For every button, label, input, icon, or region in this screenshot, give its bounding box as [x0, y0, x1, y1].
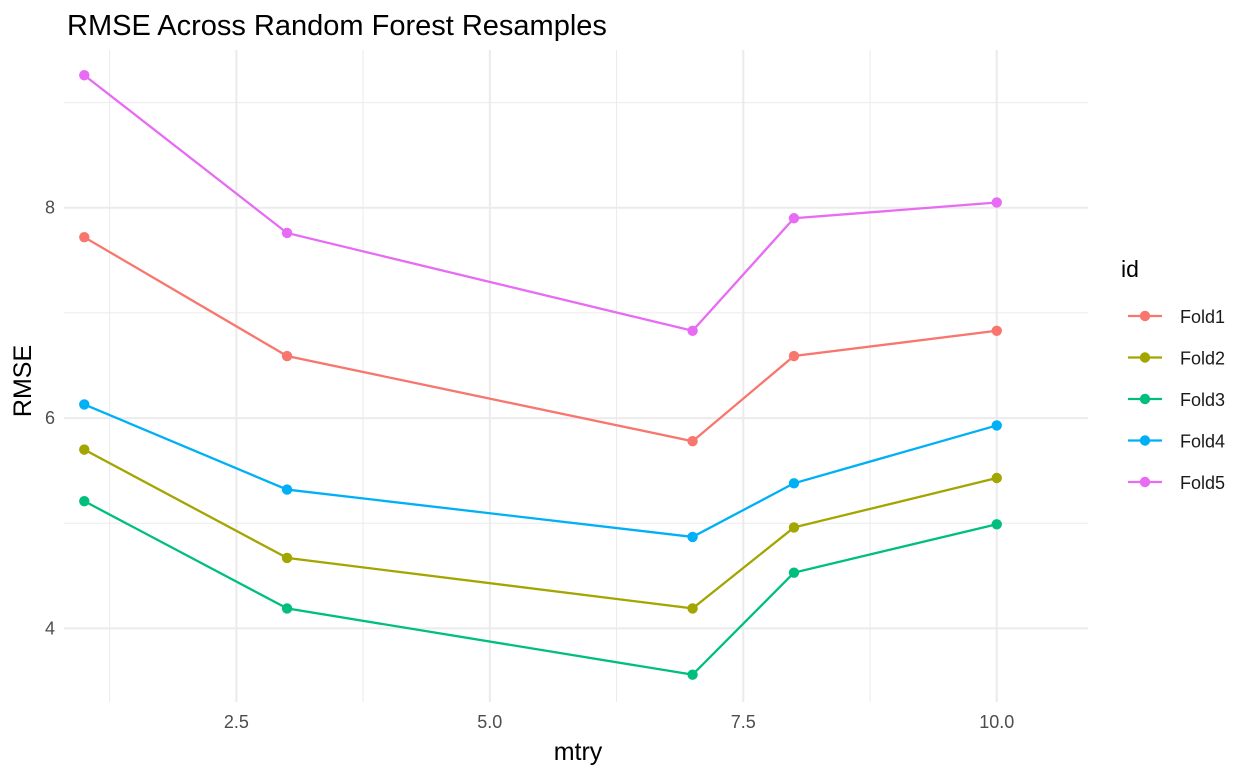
series-layer — [79, 70, 1002, 680]
legend-key-point — [1139, 435, 1151, 446]
legend-item-fold4: Fold4 — [1128, 432, 1225, 452]
series-line — [83, 500, 998, 676]
data-point — [687, 531, 698, 543]
legend: id Fold1 Fold2 Fold3 Fold4 Fold5 — [1121, 256, 1225, 493]
x-axis-title: mtry — [554, 738, 603, 766]
legend-key-point — [1139, 476, 1151, 488]
chart-title: RMSE Across Random Forest Resamples — [67, 10, 607, 42]
data-point — [788, 213, 800, 224]
data-point — [281, 350, 293, 362]
data-point — [991, 420, 1002, 431]
data-point — [788, 350, 800, 362]
legend-item-fold3: Fold3 — [1128, 390, 1225, 410]
legend-label: Fold5 — [1180, 473, 1225, 493]
series-fold2 — [79, 444, 1002, 614]
data-point — [788, 478, 800, 489]
data-point — [788, 522, 800, 533]
data-point — [281, 552, 293, 564]
y-tick-label: 6 — [45, 408, 55, 428]
data-point — [788, 567, 800, 578]
y-tick-labels: 4 6 8 — [45, 198, 55, 639]
data-point — [991, 519, 1002, 530]
data-point — [79, 444, 90, 455]
major-gridlines — [64, 50, 1088, 702]
x-tick-label: 10.0 — [979, 712, 1014, 732]
legend-label: Fold4 — [1180, 432, 1225, 452]
x-tick-label: 7.5 — [731, 712, 756, 732]
legend-label: Fold3 — [1180, 390, 1225, 410]
y-tick-label: 8 — [45, 198, 55, 218]
series-fold3 — [79, 495, 1002, 680]
data-point — [79, 495, 90, 507]
data-point — [687, 436, 698, 447]
y-tick-label: 4 — [45, 618, 55, 638]
data-point — [79, 399, 90, 410]
legend-item-fold5: Fold5 — [1128, 473, 1225, 493]
x-tick-label: 5.0 — [477, 712, 502, 732]
legend-key-point — [1139, 352, 1151, 363]
legend-label: Fold1 — [1180, 307, 1225, 327]
data-point — [281, 603, 293, 614]
legend-title: id — [1121, 256, 1139, 282]
legend-key-point — [1139, 310, 1151, 322]
data-point — [281, 227, 293, 239]
x-tick-label: 2.5 — [224, 712, 249, 732]
data-point — [79, 231, 90, 243]
legend-item-fold1: Fold1 — [1128, 307, 1225, 327]
legend-label: Fold2 — [1180, 349, 1225, 369]
x-tick-labels: 2.5 5.0 7.5 10.0 — [224, 712, 1014, 732]
data-point — [687, 325, 698, 336]
data-point — [687, 603, 698, 614]
data-point — [281, 484, 293, 495]
series-line — [83, 448, 998, 610]
series-line — [83, 236, 997, 443]
data-point — [991, 325, 1002, 336]
data-point — [991, 472, 1002, 484]
series-fold5 — [79, 70, 1002, 336]
data-point — [687, 669, 698, 680]
data-point — [79, 70, 90, 81]
series-fold4 — [79, 399, 1002, 543]
y-axis-title: RMSE — [9, 345, 37, 417]
legend-key-point — [1139, 393, 1151, 405]
data-point — [991, 197, 1002, 208]
series-line — [83, 403, 998, 539]
minor-gridlines — [64, 50, 1088, 702]
legend-item-fold2: Fold2 — [1128, 349, 1225, 369]
series-line — [83, 74, 997, 333]
series-fold1 — [79, 231, 1002, 447]
